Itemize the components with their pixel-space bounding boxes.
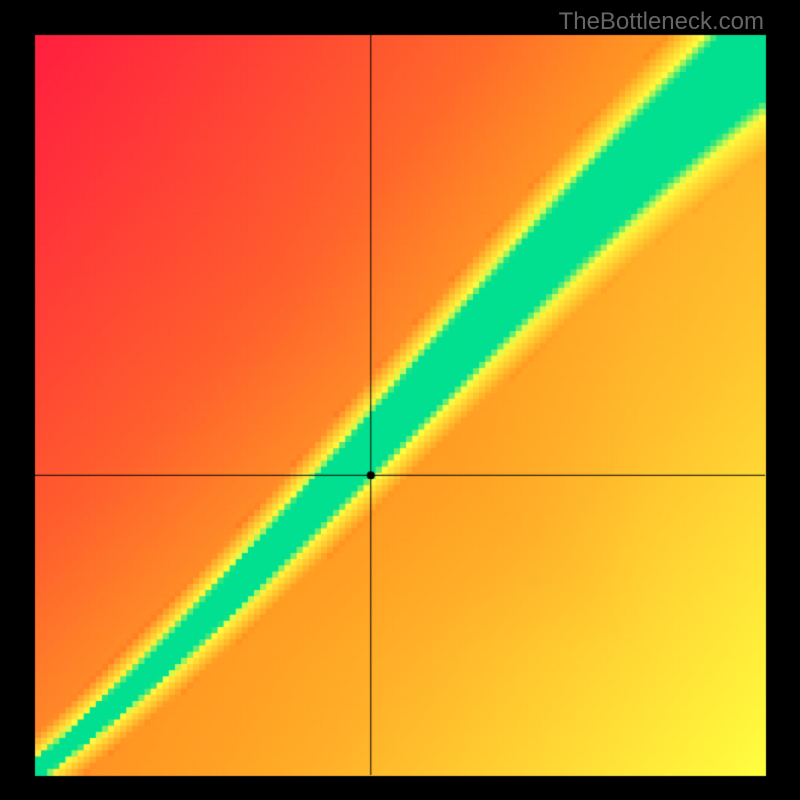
- chart-stage: TheBottleneck.com: [0, 0, 800, 800]
- watermark-text: TheBottleneck.com: [559, 8, 764, 36]
- heatmap-canvas: [0, 0, 800, 800]
